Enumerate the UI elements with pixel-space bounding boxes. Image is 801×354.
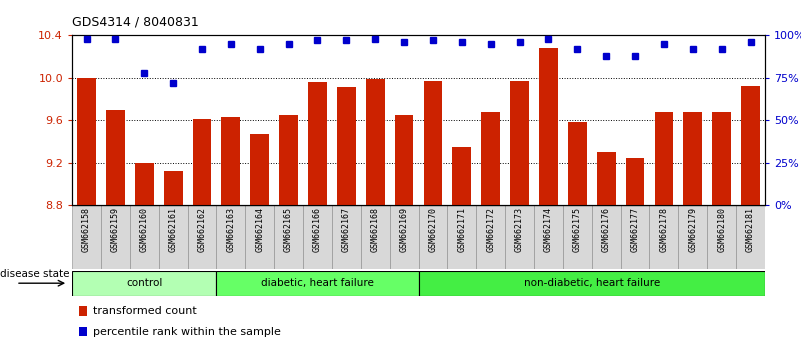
Text: GSM662173: GSM662173 — [515, 207, 524, 252]
Bar — [106, 110, 125, 205]
Text: GSM662170: GSM662170 — [429, 207, 437, 252]
Bar — [77, 78, 96, 205]
Bar — [650, 205, 678, 269]
Bar — [222, 117, 240, 205]
Text: GSM662175: GSM662175 — [573, 207, 582, 252]
Text: GSM662161: GSM662161 — [169, 207, 178, 252]
Text: percentile rank within the sample: percentile rank within the sample — [93, 327, 281, 337]
Bar — [741, 86, 760, 205]
Bar — [626, 158, 645, 205]
Bar — [568, 122, 586, 205]
Bar — [477, 205, 505, 269]
Text: GSM662181: GSM662181 — [746, 207, 755, 252]
Bar — [187, 205, 216, 269]
Bar — [72, 271, 216, 296]
Text: GDS4314 / 8040831: GDS4314 / 8040831 — [72, 15, 199, 28]
Bar — [163, 171, 183, 205]
Bar — [678, 205, 707, 269]
Text: GSM662180: GSM662180 — [717, 207, 727, 252]
Bar — [130, 205, 159, 269]
Bar — [592, 205, 621, 269]
Bar — [192, 119, 211, 205]
Text: GSM662162: GSM662162 — [198, 207, 207, 252]
Bar — [389, 205, 418, 269]
Bar — [251, 134, 269, 205]
Text: GSM662165: GSM662165 — [284, 207, 293, 252]
Bar — [135, 163, 154, 205]
Bar — [539, 48, 557, 205]
Text: GSM662166: GSM662166 — [313, 207, 322, 252]
Text: GSM662158: GSM662158 — [82, 207, 91, 252]
Bar — [534, 205, 563, 269]
Bar — [72, 205, 101, 269]
Text: non-diabetic, heart failure: non-diabetic, heart failure — [524, 278, 660, 288]
Text: GSM662179: GSM662179 — [688, 207, 698, 252]
Text: GSM662168: GSM662168 — [371, 207, 380, 252]
Text: GSM662164: GSM662164 — [256, 207, 264, 252]
Text: GSM662169: GSM662169 — [400, 207, 409, 252]
Text: diabetic, heart failure: diabetic, heart failure — [261, 278, 374, 288]
Bar — [418, 205, 448, 269]
Bar — [308, 82, 327, 205]
Bar — [395, 115, 413, 205]
Bar — [216, 271, 418, 296]
Bar — [337, 87, 356, 205]
Bar — [280, 115, 298, 205]
Text: GSM662178: GSM662178 — [659, 207, 668, 252]
Bar — [453, 147, 471, 205]
Bar — [274, 205, 303, 269]
Bar — [505, 205, 534, 269]
Bar — [418, 271, 765, 296]
Bar — [79, 327, 87, 336]
Bar — [736, 205, 765, 269]
Text: GSM662174: GSM662174 — [544, 207, 553, 252]
Bar — [563, 205, 592, 269]
Text: control: control — [126, 278, 163, 288]
Bar — [683, 112, 702, 205]
Text: GSM662171: GSM662171 — [457, 207, 466, 252]
Text: disease state: disease state — [0, 269, 70, 279]
Text: GSM662160: GSM662160 — [139, 207, 149, 252]
Bar — [79, 307, 87, 316]
Bar — [481, 112, 500, 205]
Bar — [360, 205, 389, 269]
Bar — [216, 205, 245, 269]
Bar — [448, 205, 477, 269]
Bar — [159, 205, 187, 269]
Text: transformed count: transformed count — [93, 306, 196, 316]
Text: GSM662159: GSM662159 — [111, 207, 120, 252]
Bar — [101, 205, 130, 269]
Bar — [654, 112, 674, 205]
Text: GSM662176: GSM662176 — [602, 207, 610, 252]
Bar — [332, 205, 360, 269]
Bar — [597, 152, 615, 205]
Bar — [303, 205, 332, 269]
Bar — [366, 79, 384, 205]
Bar — [245, 205, 274, 269]
Bar — [424, 81, 442, 205]
Bar — [707, 205, 736, 269]
Bar — [621, 205, 650, 269]
Text: GSM662177: GSM662177 — [630, 207, 639, 252]
Bar — [510, 81, 529, 205]
Text: GSM662163: GSM662163 — [227, 207, 235, 252]
Text: GSM662167: GSM662167 — [342, 207, 351, 252]
Text: GSM662172: GSM662172 — [486, 207, 495, 252]
Bar — [712, 112, 731, 205]
